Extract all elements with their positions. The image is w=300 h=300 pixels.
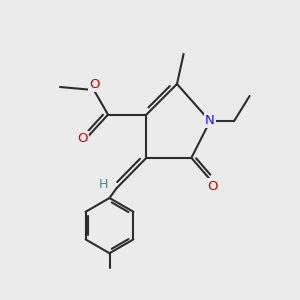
- Text: N: N: [205, 114, 215, 127]
- Text: O: O: [207, 179, 217, 193]
- Text: O: O: [89, 77, 100, 91]
- Text: H: H: [99, 178, 109, 191]
- Text: O: O: [77, 132, 88, 145]
